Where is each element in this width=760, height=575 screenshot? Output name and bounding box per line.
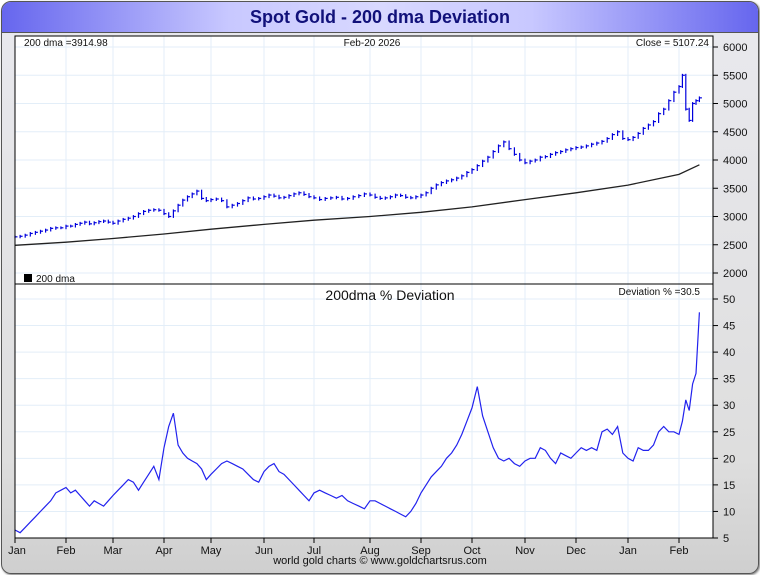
price-y-axis: 2000 2500 3000 3500 4000 4500 5000 5500 6000 — [713, 42, 747, 280]
y-tick-label: 5500 — [723, 70, 747, 82]
plot-border — [14, 35, 714, 539]
y-tick-label: 6000 — [723, 42, 747, 54]
x-tick-label: Jan — [619, 545, 637, 557]
y-tick-label: 2500 — [723, 240, 747, 252]
y-tick-label: 4000 — [723, 155, 747, 167]
x-tick-label: Sep — [411, 545, 431, 557]
y-tick-label: 2000 — [723, 268, 747, 280]
x-tick-label: Nov — [515, 545, 535, 557]
y-tick-label: 35 — [723, 374, 735, 386]
date-label: Feb-20 2026 — [344, 38, 401, 49]
dma-line — [14, 164, 700, 246]
x-tick-label: Jun — [255, 545, 273, 557]
close-value-label: Close = 5107.24 — [636, 38, 710, 49]
footer-credit: world gold charts © www.goldchartsrus.co… — [273, 555, 487, 567]
x-tick-label: Dec — [566, 545, 586, 557]
y-tick-label: 30 — [723, 400, 735, 412]
y-tick-label: 50 — [723, 294, 735, 306]
y-tick-label: 15 — [723, 480, 735, 492]
x-tick-label: Jan — [8, 545, 26, 557]
x-tick-label: Feb — [670, 545, 689, 557]
y-tick-label: 3500 — [723, 183, 747, 195]
deviation-value-label: Deviation % =30.5 — [619, 287, 701, 298]
y-tick-label: 10 — [723, 506, 735, 518]
y-tick-label: 40 — [723, 347, 735, 359]
x-tick-label: Jul — [307, 545, 321, 557]
x-axis: Jan Feb Mar Apr May Jun Jul Aug Sep Oct Nov Dec Jan F… — [8, 538, 688, 557]
deviation-line — [14, 312, 700, 534]
chart-title: Spot Gold - 200 dma Deviation — [2, 2, 758, 33]
price-series — [14, 73, 702, 239]
y-tick-label: 5000 — [723, 99, 747, 111]
legend-dma-marker — [24, 274, 32, 282]
dma-value-label: 200 dma =3914.98 — [24, 38, 108, 49]
x-tick-label: Oct — [463, 545, 480, 557]
x-tick-label: Mar — [104, 545, 123, 557]
x-tick-label: Feb — [57, 545, 76, 557]
deviation-plot-area — [15, 284, 713, 538]
legend-dma-label: 200 dma — [36, 274, 75, 285]
y-tick-label: 45 — [723, 321, 735, 333]
y-tick-label: 3000 — [723, 212, 747, 224]
x-tick-label: May — [201, 545, 222, 557]
grid-lines — [15, 36, 713, 539]
deviation-y-axis: 5 10 15 20 25 30 35 40 45 50 — [713, 294, 735, 545]
y-tick-label: 20 — [723, 453, 735, 465]
x-tick-label: Apr — [155, 545, 172, 557]
y-tick-label: 25 — [723, 427, 735, 439]
deviation-panel-title: 200dma % Deviation — [325, 287, 454, 303]
y-tick-label: 4500 — [723, 127, 747, 139]
x-tick-label: Aug — [360, 545, 380, 557]
y-tick-label: 5 — [723, 533, 729, 545]
